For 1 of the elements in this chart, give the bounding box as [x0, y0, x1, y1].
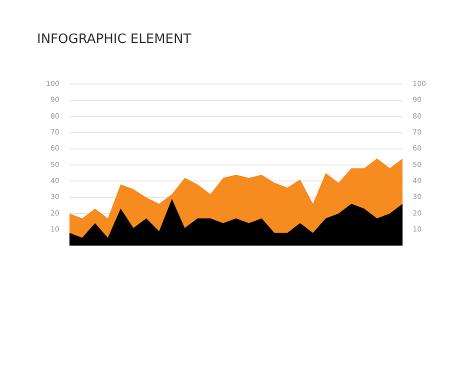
chart-title: INFOGRAPHIC ELEMENT	[37, 32, 192, 47]
